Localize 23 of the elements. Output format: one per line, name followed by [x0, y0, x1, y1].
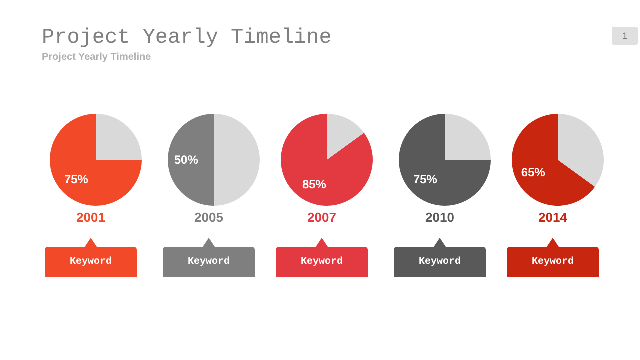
- text: 2001: [76, 210, 106, 225]
- data-label: 50%: [174, 153, 199, 167]
- pie-slice: [50, 114, 142, 206]
- text: 2005: [194, 210, 224, 225]
- pie-slice: [96, 114, 142, 160]
- text: Project Yearly Timeline: [42, 27, 332, 50]
- text: Project Yearly Timeline: [42, 52, 152, 63]
- pie-slice: [558, 114, 604, 188]
- pie-slice: [214, 114, 260, 206]
- pie-slice: [399, 114, 491, 206]
- data-label: 75%: [413, 172, 438, 187]
- text: 1: [612, 27, 638, 45]
- text: 2010: [424, 210, 456, 225]
- pie-slice: [445, 114, 491, 160]
- data-label: 75%: [64, 172, 89, 187]
- pie-slice: [281, 114, 373, 206]
- data-label: 85%: [302, 178, 327, 192]
- pie-slice: [327, 114, 364, 160]
- pie-slice: [168, 114, 214, 206]
- text: 2007: [306, 210, 338, 225]
- data-label: 65%: [521, 166, 546, 180]
- text: 2014: [538, 210, 568, 225]
- pie-slice: [512, 114, 596, 206]
